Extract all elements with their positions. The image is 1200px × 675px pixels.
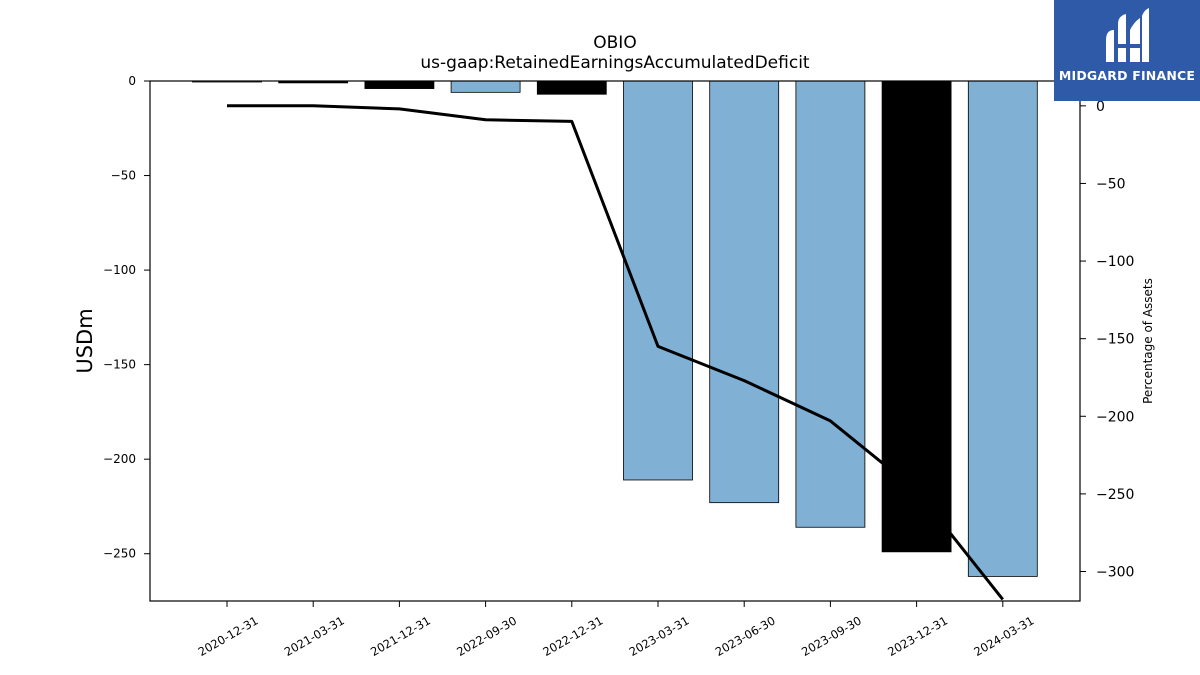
plot-frame	[149, 80, 1081, 602]
y2-axis-label: Percentage of Assets	[1141, 278, 1155, 404]
logo-text: MIDGARD FINANCE	[1058, 68, 1196, 83]
bar	[536, 80, 607, 95]
y2-tick-label: −200	[1096, 409, 1134, 425]
logo-mark-icon	[1106, 8, 1149, 62]
bar	[795, 80, 866, 528]
y2-axis-ticks: 0 −50 −100 −150 −200 −250 −300	[1080, 99, 1134, 581]
y-tick-label: −150	[103, 358, 136, 372]
x-tick-label: 2022-09-30	[454, 613, 519, 659]
bar	[364, 80, 435, 89]
y2-tick-label: −50	[1096, 176, 1126, 192]
y-axis-ticks: 0 −50 −100 −150 −200 −250	[103, 74, 150, 561]
y2-tick-label: −150	[1096, 332, 1134, 348]
bar	[881, 80, 952, 553]
x-tick-label: 2023-03-31	[627, 613, 692, 659]
y-tick-label: −250	[103, 547, 136, 561]
y-axis-label: USDm	[73, 308, 97, 373]
y2-tick-label: −100	[1096, 254, 1134, 270]
y-tick-label: −100	[103, 263, 136, 277]
x-tick-label: 2023-09-30	[799, 613, 864, 659]
y2-tick-label: 0	[1096, 99, 1105, 115]
bar	[623, 80, 693, 481]
y-tick-label: −50	[111, 169, 136, 183]
x-tick-label: 2021-12-31	[368, 613, 433, 659]
y2-tick-label: −250	[1096, 487, 1134, 503]
x-tick-label: 2021-03-31	[282, 613, 347, 659]
bar	[967, 80, 1038, 577]
x-tick-label: 2023-12-31	[885, 613, 950, 659]
bars-group	[192, 80, 1038, 577]
bar	[709, 80, 780, 504]
chart-subtitle: us-gaap:RetainedEarningsAccumulatedDefic…	[420, 53, 810, 73]
x-axis-ticks: 2020-12-31 2021-03-31 2021-12-31 2022-09-30…	[196, 601, 1036, 659]
bar	[450, 80, 521, 93]
x-tick-label: 2020-12-31	[196, 613, 261, 659]
x-tick-label: 2023-06-30	[713, 613, 778, 659]
brand-logo: MIDGARD FINANCE	[1054, 0, 1200, 101]
x-tick-label: 2024-03-31	[971, 613, 1036, 659]
y2-tick-label: −300	[1096, 565, 1134, 581]
y-tick-label: 0	[128, 74, 136, 88]
chart-title: OBIO	[593, 33, 636, 53]
line-group	[227, 104, 1004, 601]
y-tick-label: −200	[103, 452, 136, 466]
x-tick-label: 2022-12-31	[540, 613, 605, 659]
percent-assets-line	[227, 104, 1004, 601]
